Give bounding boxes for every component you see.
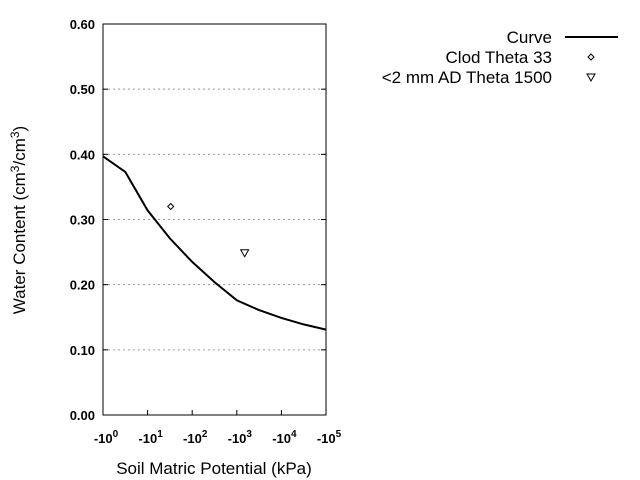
y-tick-label: 0.00 — [70, 408, 95, 423]
x-tick-label: -103 — [228, 429, 253, 446]
legend-triangle-down-swatch — [586, 73, 596, 83]
legend-label: Curve — [507, 28, 552, 47]
y-tick-label: 0.50 — [70, 82, 95, 97]
y-tick-label: 0.60 — [70, 17, 95, 32]
x-axis-label: Soil Matric Potential (kPa) — [116, 459, 312, 478]
y-axis-label: Water Content (cm3/cm3) — [8, 126, 29, 314]
y-tick-label: 0.20 — [70, 278, 95, 293]
y-tick-label: 0.40 — [70, 147, 95, 162]
plot-frame — [102, 23, 327, 416]
diamond-point — [167, 202, 175, 211]
legend-diamond-swatch — [587, 53, 595, 61]
x-tick-label: -104 — [272, 429, 297, 446]
legend-label: <2 mm AD Theta 1500 — [382, 68, 552, 87]
legend-label: Clod Theta 33 — [446, 48, 552, 67]
curve-line — [102, 155, 327, 331]
x-tick-label: -100 — [94, 429, 119, 446]
x-tick-label: -102 — [183, 429, 208, 446]
triangle-down-point — [239, 249, 250, 258]
x-tick-label: -105 — [317, 429, 342, 446]
y-tick-label: 0.10 — [70, 343, 95, 358]
x-tick-label: -101 — [138, 429, 163, 446]
y-tick-label: 0.30 — [70, 213, 95, 228]
